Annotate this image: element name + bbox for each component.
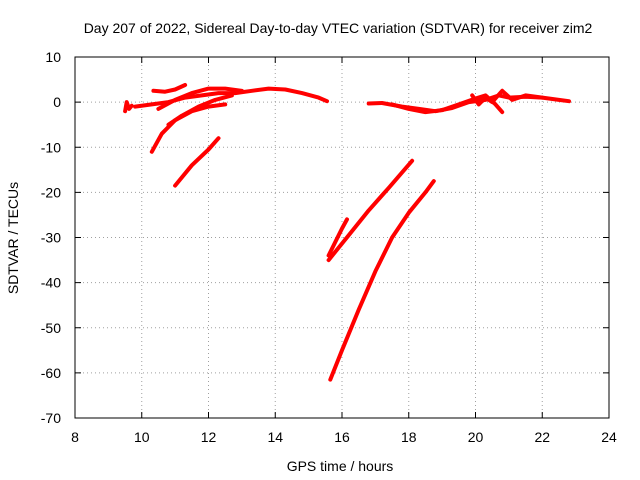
y-axis-label: SDTVAR / TECUs (5, 182, 21, 294)
axis-ticks: 8 10 12 14 16 18 20 22 24 -70 -60 -50 -40 -30 -20 -10 0 1… (41, 49, 617, 445)
y-tick-label: -70 (41, 410, 61, 426)
series-pass-f (166, 93, 234, 127)
series-pass-j (328, 179, 436, 382)
plot-frame (74, 56, 610, 419)
y-tick-label: -20 (41, 184, 61, 200)
grid (75, 57, 609, 418)
series-pass-m (470, 88, 545, 107)
x-tick-label: 24 (601, 429, 617, 445)
y-tick-label: -60 (41, 365, 61, 381)
y-tick-label: -10 (41, 139, 61, 155)
x-tick-label: 20 (468, 429, 484, 445)
series-pass-d (156, 86, 244, 111)
y-tick-label: -30 (41, 230, 61, 246)
x-tick-label: 22 (534, 429, 550, 445)
chart-title: Day 207 of 2022, Sidereal Day-to-day VTE… (84, 20, 593, 36)
y-tick-label: 10 (45, 49, 61, 65)
series-pass-a (123, 100, 134, 114)
x-tick-label: 14 (267, 429, 283, 445)
x-axis-label: GPS time / hours (287, 458, 394, 474)
x-tick-label: 12 (201, 429, 217, 445)
y-tick-label: 0 (53, 94, 61, 110)
x-tick-label: 8 (71, 429, 79, 445)
series-pass-i (326, 158, 415, 263)
data-series (123, 83, 571, 382)
x-tick-label: 10 (134, 429, 150, 445)
y-tick-label: -40 (41, 275, 61, 291)
series-pass-c (151, 83, 188, 94)
x-tick-label: 18 (401, 429, 417, 445)
series-pass-g (173, 136, 221, 188)
x-tick-label: 16 (334, 429, 350, 445)
y-tick-label: -50 (41, 320, 61, 336)
series-pass-h (326, 217, 349, 258)
